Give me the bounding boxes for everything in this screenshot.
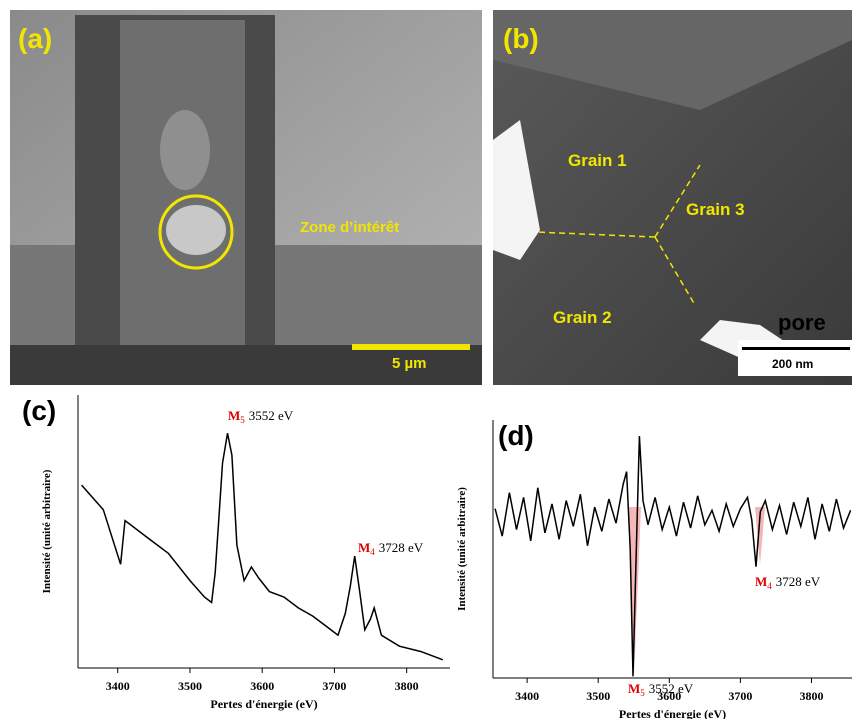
spectrum-line	[81, 433, 444, 661]
peak-label-text: 3728 eV	[776, 574, 821, 589]
x-tick-label: 3600	[250, 679, 274, 693]
annotation: pore	[778, 310, 826, 335]
peak-label-text: 3728 eV	[379, 540, 424, 555]
x-tick-label: 3800	[395, 679, 419, 693]
spectrum-line	[494, 436, 852, 677]
peak-label-m: M	[755, 574, 767, 589]
x-axis-title: Pertes d'énergie (eV)	[210, 697, 317, 711]
peak-label-text: 3552 eV	[649, 681, 694, 696]
peak-label: M4 3728 eV	[755, 574, 821, 591]
x-tick-label: 3600	[657, 689, 681, 703]
x-axis-title: Pertes d'énergie (eV)	[619, 707, 726, 719]
panel-label: (a)	[18, 23, 52, 54]
annotation: Zone d’intérêt	[300, 219, 399, 236]
x-tick-label: 3500	[586, 689, 610, 703]
peak-label-sub: 5	[240, 415, 245, 425]
peak-label: M5 3552 eV	[228, 408, 294, 425]
panel-label: (b)	[503, 23, 539, 54]
annotation: Grain 3	[686, 200, 745, 219]
peak-label-m: M	[628, 681, 640, 696]
scale-label: 5 µm	[392, 355, 427, 372]
y-axis-title: Intensité (unité arbitraire)	[456, 487, 468, 611]
x-tick-label: 3400	[106, 679, 130, 693]
peak-shade	[755, 507, 765, 565]
panel-label: (d)	[498, 420, 534, 451]
panel-label: (c)	[22, 395, 56, 426]
x-tick-label: 3800	[799, 689, 823, 703]
scale-label: 200 nm	[772, 357, 813, 371]
sem-image	[10, 10, 482, 385]
annotation: Grain 2	[553, 308, 612, 327]
x-tick-label: 3400	[515, 689, 539, 703]
x-tick-label: 3700	[322, 679, 346, 693]
tem-image	[493, 10, 852, 385]
peak-label-text: 3552 eV	[249, 408, 294, 423]
peak-label: M5 3552 eV	[628, 681, 694, 698]
x-tick-label: 3500	[178, 679, 202, 693]
y-axis-title: Intensité (unité arbitraire)	[41, 469, 53, 593]
peak-label-m: M	[228, 408, 240, 423]
peak-label-m: M	[358, 540, 370, 555]
peak-label-sub: 5	[640, 688, 645, 698]
annotation: Grain 1	[568, 151, 627, 170]
peak-label-sub: 4	[767, 581, 772, 591]
peak-label-sub: 4	[370, 547, 375, 557]
x-tick-label: 3700	[728, 689, 752, 703]
peak-label: M4 3728 eV	[358, 540, 424, 557]
